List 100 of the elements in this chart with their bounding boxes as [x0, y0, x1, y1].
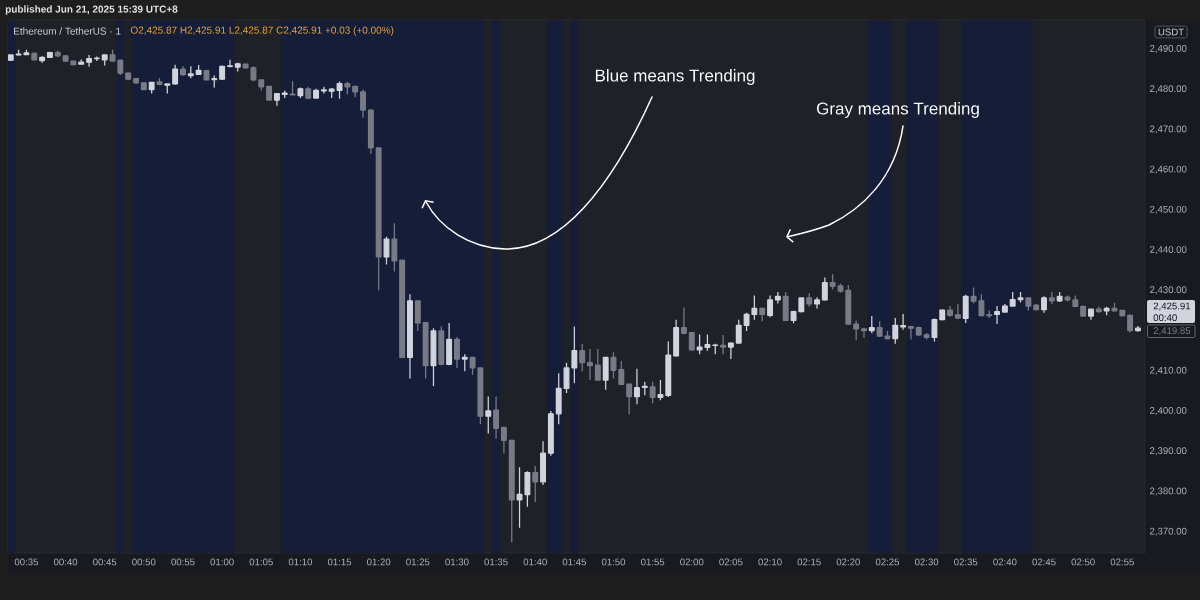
candlestick [46, 51, 53, 59]
candlestick [313, 88, 320, 100]
y-tick-label: 2,480.00 [1150, 85, 1187, 94]
candlestick [727, 341, 734, 360]
x-tick-label: 02:10 [758, 558, 782, 566]
candlestick [258, 78, 265, 92]
x-tick-label: 00:50 [132, 558, 156, 566]
candlestick [500, 426, 507, 454]
candlestick [195, 64, 202, 76]
candlestick [688, 331, 695, 352]
y-tick-label: 2,460.00 [1150, 165, 1187, 174]
candlestick [790, 310, 797, 324]
x-tick-label: 02:40 [993, 558, 1017, 566]
candlestick [954, 303, 961, 320]
candlestick [367, 108, 374, 155]
x-tick-label: 02:30 [914, 558, 939, 566]
y-tick-label: 2,400.00 [1150, 407, 1187, 415]
candlestick [164, 82, 171, 95]
candlestick [493, 395, 500, 440]
candlestick [579, 343, 586, 372]
candlestick [735, 319, 742, 345]
candlestick [900, 313, 907, 331]
candlestick [1025, 296, 1032, 312]
x-tick-label: 02:25 [875, 558, 900, 566]
candlestick [453, 336, 460, 369]
candlestick [1072, 294, 1079, 308]
candlestick [234, 62, 241, 73]
x-tick-label: 01:05 [249, 558, 273, 566]
candlestick [712, 343, 719, 355]
candlestick [125, 71, 132, 81]
candlestick [133, 77, 139, 85]
x-tick-label: 00:40 [53, 558, 78, 566]
x-tick-label: 01:10 [288, 558, 313, 566]
candlestick [594, 348, 601, 382]
x-tick-label: 01:40 [523, 558, 547, 566]
candlestick [563, 362, 570, 394]
candlestick [305, 86, 312, 100]
y-tick-label: 2,490.00 [1150, 45, 1187, 53]
y-tick-label: 2,430.00 [1150, 286, 1187, 295]
candlestick [673, 319, 680, 358]
x-tick-label: 02:50 [1071, 558, 1095, 566]
candlestick [1041, 295, 1047, 314]
candlestick [587, 348, 593, 381]
candlestick [242, 62, 249, 70]
y-tick-label: 2,370.00 [1150, 527, 1187, 536]
candlestick [649, 381, 656, 404]
candlestick [297, 86, 304, 99]
y-axis-title: USDT [1158, 28, 1184, 36]
candlestick [101, 53, 108, 67]
candlestick [947, 305, 954, 318]
candlestick [571, 325, 578, 384]
candlestick [1134, 325, 1141, 333]
x-tick-label: 00:45 [93, 558, 117, 566]
candlestick [446, 322, 453, 366]
candlestick [837, 282, 844, 294]
candlestick [187, 65, 194, 79]
candlestick [508, 438, 515, 543]
candlestick [994, 305, 1001, 325]
candlestick [250, 65, 257, 82]
candlestick [680, 306, 687, 335]
candlestick [352, 84, 359, 98]
candlestick [485, 395, 492, 435]
x-tick-label: 00:55 [171, 558, 195, 566]
candlestick [861, 327, 867, 339]
x-tick-label: 01:55 [641, 558, 665, 566]
candlestick [853, 319, 860, 341]
text: published Jun 21, 2025 15:39 UTC+8 [5, 5, 178, 15]
candlestick [414, 299, 421, 332]
candlestick [1088, 307, 1094, 321]
candlestick [477, 366, 484, 425]
candlestick [602, 356, 609, 391]
y-tick-label: 2,390.00 [1150, 447, 1187, 456]
candlestick [806, 292, 813, 308]
candlestick [375, 146, 382, 291]
candlestick [923, 332, 930, 341]
candlestick [469, 356, 476, 376]
candlestick [1048, 291, 1055, 305]
x-tick-label: 01:30 [445, 558, 469, 566]
candlestick [54, 49, 61, 58]
candlestick [876, 320, 883, 338]
x-tick-label: 02:00 [680, 558, 704, 566]
text: 2,425.91 [1153, 302, 1191, 311]
candlestick [821, 276, 828, 302]
candlestick [868, 315, 875, 334]
candlestick [31, 51, 38, 62]
x-tick-label: 01:35 [484, 558, 508, 566]
candlestick [156, 77, 163, 86]
candlestick [798, 296, 805, 314]
x-tick-label: 01:45 [562, 558, 586, 566]
candlestick [774, 291, 781, 305]
candlestick [39, 55, 46, 64]
candlestick [931, 317, 938, 343]
candlestick [360, 88, 366, 119]
candlestick [391, 222, 398, 273]
candlestick [226, 59, 233, 69]
candlestick [970, 286, 977, 305]
x-tick-label: 02:45 [1032, 558, 1056, 566]
x-tick-label: 00:35 [14, 558, 39, 566]
annotation: Gray means Trending [816, 102, 979, 118]
candlestick [219, 64, 226, 81]
